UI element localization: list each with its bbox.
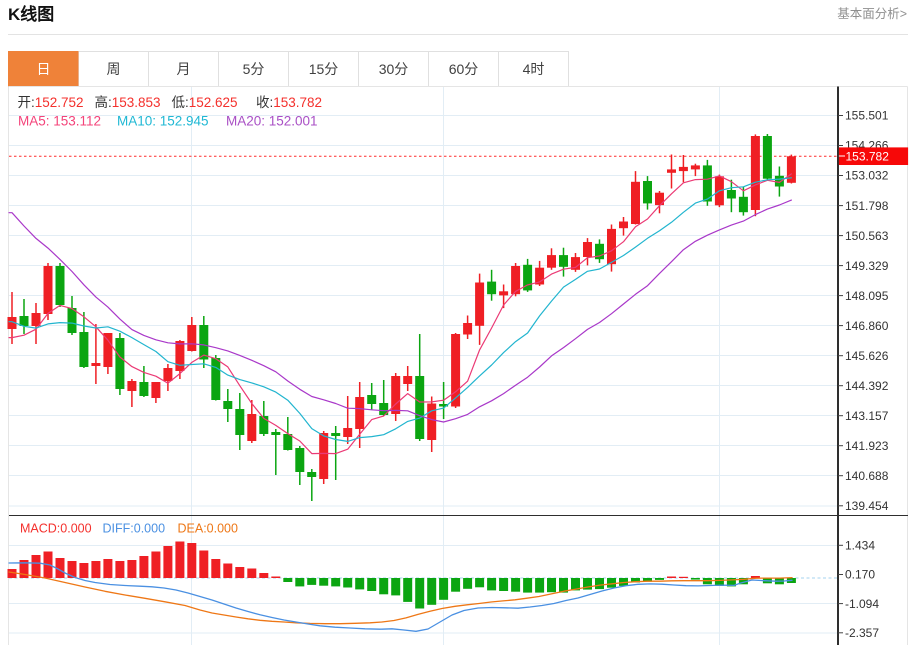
svg-text:0.170: 0.170	[845, 568, 875, 582]
svg-text:开:152.752: 开:152.752	[18, 95, 84, 110]
svg-text:-2.357: -2.357	[845, 626, 879, 640]
svg-text:139.454: 139.454	[845, 499, 889, 513]
svg-text:4时: 4时	[523, 61, 545, 77]
svg-text:15分: 15分	[309, 61, 339, 77]
svg-text:DEA:0.000: DEA:0.000	[178, 522, 239, 536]
svg-text:153.782: 153.782	[846, 150, 890, 164]
svg-text:收:153.782: 收:153.782	[256, 95, 322, 110]
svg-text:60分: 60分	[449, 61, 479, 77]
svg-text:30分: 30分	[379, 61, 409, 77]
svg-text:141.923: 141.923	[845, 439, 889, 453]
svg-text:K线图: K线图	[8, 4, 54, 24]
svg-text:146.860: 146.860	[845, 319, 889, 333]
svg-text:144.392: 144.392	[845, 379, 889, 393]
svg-text:低:152.625: 低:152.625	[172, 95, 238, 110]
svg-text:145.626: 145.626	[845, 349, 889, 363]
svg-text:-1.094: -1.094	[845, 597, 879, 611]
svg-text:MA5: 153.112: MA5: 153.112	[18, 114, 101, 129]
svg-text:155.501: 155.501	[845, 109, 889, 123]
svg-text:高:153.853: 高:153.853	[95, 94, 161, 110]
svg-text:149.329: 149.329	[845, 259, 889, 273]
svg-text:150.563: 150.563	[845, 229, 889, 243]
svg-text:143.157: 143.157	[845, 409, 889, 423]
svg-text:5分: 5分	[243, 61, 265, 77]
svg-text:月: 月	[177, 61, 191, 77]
svg-text:140.688: 140.688	[845, 469, 889, 483]
svg-text:周: 周	[107, 61, 121, 77]
svg-text:MA20: 152.001: MA20: 152.001	[226, 114, 318, 129]
svg-text:MACD:0.000: MACD:0.000	[20, 522, 92, 536]
svg-text:日: 日	[37, 61, 51, 77]
svg-text:1.434: 1.434	[845, 539, 875, 553]
svg-text:151.798: 151.798	[845, 199, 889, 213]
svg-text:MA10: 152.945: MA10: 152.945	[117, 114, 209, 129]
svg-text:DIFF:0.000: DIFF:0.000	[103, 522, 166, 536]
svg-text:基本面分析>: 基本面分析>	[837, 7, 907, 21]
svg-text:148.095: 148.095	[845, 289, 889, 303]
svg-text:153.032: 153.032	[845, 169, 889, 183]
